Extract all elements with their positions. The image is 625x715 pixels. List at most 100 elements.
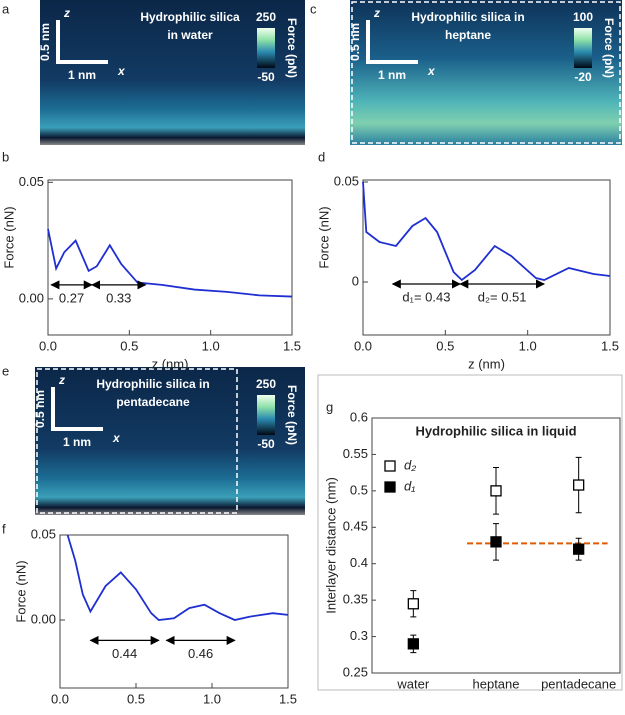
scale-bar	[56, 20, 108, 64]
heatmap-image	[350, 0, 622, 145]
y-tick-label: 0	[352, 273, 359, 288]
legend-marker	[384, 460, 396, 472]
y-tick-label: 0.00	[19, 290, 44, 305]
annotation: d₂= 0.51	[478, 289, 527, 304]
annotation: 0.46	[188, 646, 213, 661]
x-tick-label: 0.5	[120, 338, 138, 353]
annotation: d₁= 0.43	[402, 289, 450, 304]
panel-letter: d	[318, 149, 325, 164]
x-tick-label: 0.0	[51, 691, 69, 706]
chart-title: Hydrophilic silica in liquid	[415, 423, 576, 438]
y-tick-label: 0.6	[350, 409, 368, 424]
dashed-frame	[36, 368, 238, 514]
colorbar-tick: 250	[256, 377, 276, 391]
marker	[407, 638, 419, 650]
heatmap-title: Hydrophilic silica	[140, 10, 240, 24]
annotation: 0.44	[112, 646, 137, 661]
plot-frame	[59, 534, 289, 689]
colorbar	[574, 28, 592, 68]
x-tick-label: 1.0	[203, 691, 221, 706]
y-tick-label: 0.00	[31, 611, 56, 626]
x-tick-label: 0.0	[354, 338, 372, 353]
panel-letter: b	[2, 149, 9, 164]
colorbar	[257, 395, 275, 435]
marker	[407, 598, 419, 610]
v-scale: 0.5 nm	[33, 390, 47, 428]
line-series	[47, 228, 293, 298]
plot-frame	[362, 179, 611, 336]
x-tick-label: pentadecane	[541, 676, 616, 691]
x-tick-label: 1.0	[519, 338, 537, 353]
heatmap-title: in water	[167, 28, 213, 42]
v-scale: 0.5 nm	[348, 23, 362, 61]
plot-frame	[371, 417, 621, 674]
colorbar-tick: -50	[257, 437, 275, 451]
heatmap-image	[40, 0, 305, 145]
x-tick-label: 1.5	[601, 338, 619, 353]
line-series	[66, 534, 289, 621]
x-axis-label: z (nm)	[468, 356, 505, 371]
z-label: z	[373, 6, 380, 20]
scale-bar	[51, 387, 103, 431]
y-axis-label: Force (nN)	[13, 560, 28, 622]
panel-letter: a	[2, 1, 10, 16]
panel-g-frame	[317, 374, 623, 691]
x-axis-label: z (nm)	[152, 356, 189, 371]
y-tick-label: 0.05	[334, 173, 359, 188]
x-tick-label: 0.5	[436, 338, 454, 353]
legend-label: d₂	[404, 457, 416, 472]
scale-bar	[366, 20, 418, 64]
x-tick-label: heptane	[473, 676, 520, 691]
marker	[490, 485, 502, 497]
x-tick-label: 1.0	[202, 338, 220, 353]
x-label: x	[117, 64, 126, 78]
y-tick-label: 0.3	[350, 628, 368, 643]
y-tick-label: 0.05	[19, 174, 44, 189]
panel-letter: e	[2, 363, 9, 378]
y-tick-label: 0.35	[343, 592, 368, 607]
colorbar-tick: -50	[257, 70, 275, 84]
x-tick-label: 0.5	[127, 691, 145, 706]
line-series	[362, 181, 611, 282]
marker	[573, 479, 585, 491]
heatmap-title: pentadecane	[116, 395, 190, 409]
annotation: 0.33	[106, 290, 131, 305]
z-label: z	[63, 6, 70, 20]
colorbar-label: Force (pN)	[602, 18, 616, 78]
x-tick-label: 0.0	[39, 338, 57, 353]
heatmap: Hydrophilic silica in water z 0.5 nm 1 nm x 25…	[38, 0, 305, 145]
y-tick-label: 0.5	[350, 482, 368, 497]
y-tick-label: 0.25	[343, 664, 368, 679]
h-scale: 1 nm	[378, 68, 406, 82]
y-axis-label: Force (nN)	[316, 206, 331, 268]
heatmap-image	[35, 367, 305, 515]
colorbar-label: Force (pN)	[285, 18, 299, 78]
y-tick-label: 0.05	[31, 526, 56, 541]
plot-frame	[47, 179, 293, 336]
dashed-frame	[351, 1, 621, 144]
heatmap-title: heptane	[445, 28, 491, 42]
y-tick-label: 0.45	[343, 519, 368, 534]
heatmap-title: Hydrophilic silica in	[96, 377, 209, 391]
legend-label: d₁	[404, 478, 415, 493]
x-tick-label: 1.5	[283, 338, 301, 353]
panel-letter: f	[2, 521, 6, 536]
heatmap: Hydrophilic silica in pentadecane z 0.5 nm 1…	[33, 367, 305, 515]
y-axis-label: Interlayer distance (nm)	[323, 477, 338, 614]
legend-marker	[384, 481, 396, 493]
x-tick-label: water	[396, 676, 429, 691]
colorbar-tick: -20	[574, 70, 592, 84]
annotation: 0.27	[59, 290, 84, 305]
h-scale: 1 nm	[68, 68, 96, 82]
x-label: x	[427, 64, 436, 78]
z-label: z	[58, 373, 65, 387]
v-scale: 0.5 nm	[38, 23, 52, 61]
colorbar-tick: 250	[256, 10, 276, 24]
y-axis-label: Force (nN)	[1, 206, 16, 268]
panel-letter: c	[310, 1, 317, 16]
marker	[490, 536, 502, 548]
panel-letter: g	[326, 399, 333, 414]
heatmap-title: Hydrophilic silica in	[411, 10, 524, 24]
